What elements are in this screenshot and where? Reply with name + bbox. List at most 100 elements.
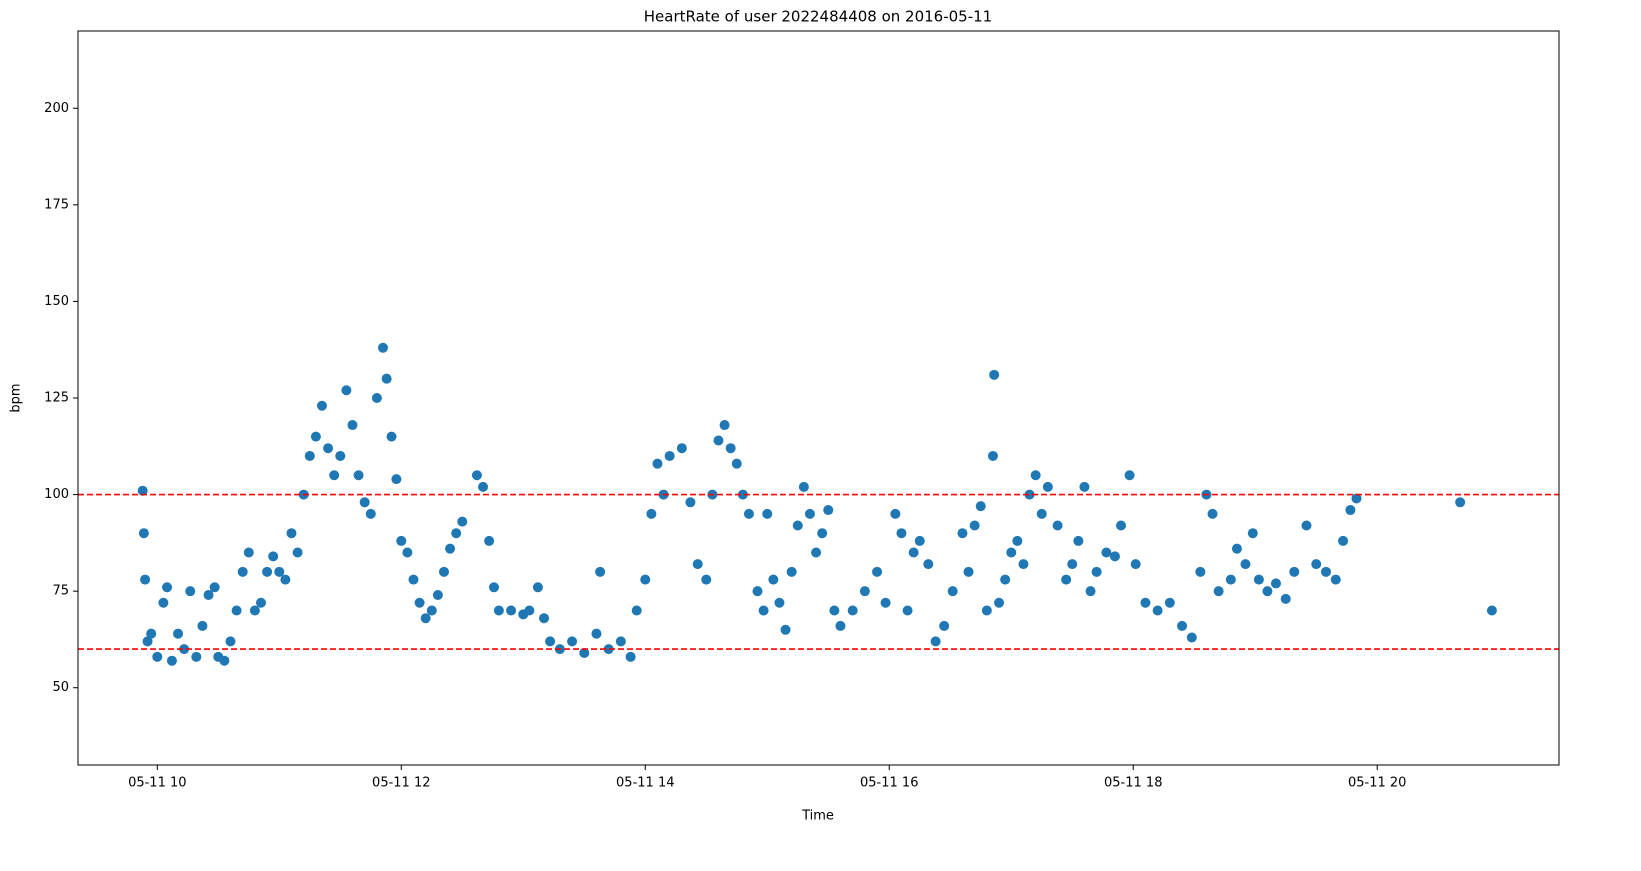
y-tick-label: 200 [44,101,69,116]
point [1000,574,1011,585]
point [1231,543,1242,554]
point [1177,620,1188,631]
point [471,470,482,481]
point [386,431,397,442]
point [752,586,763,597]
point [457,516,468,527]
point [402,547,413,558]
point [166,655,177,666]
point [896,528,907,539]
point [701,574,712,585]
point [1152,605,1163,616]
point [872,566,883,577]
point [438,566,449,577]
point [685,497,696,508]
point [484,535,495,546]
point [1164,597,1175,608]
point [426,605,437,616]
point [179,644,190,655]
point [890,508,901,519]
point [146,628,157,639]
point [152,651,163,662]
point [335,450,346,461]
point [137,485,148,496]
point [280,574,291,585]
point [725,443,736,454]
point [676,443,687,454]
point [963,566,974,577]
point [987,450,998,461]
point [1073,535,1084,546]
point [774,597,785,608]
point [341,385,352,396]
point [758,605,769,616]
point [1116,520,1127,531]
point [414,597,425,608]
point [255,597,266,608]
point [804,508,815,519]
point [478,481,489,492]
point [506,605,517,616]
point [1006,547,1017,558]
point [371,393,382,403]
point [798,481,809,492]
point [493,605,504,616]
point [377,342,388,353]
point [1247,528,1258,539]
point [353,470,364,481]
point [1486,605,1497,616]
point [567,636,578,647]
y-tick-label: 175 [44,197,69,212]
point [304,450,315,461]
point [1042,481,1053,492]
point [203,590,214,601]
point [1124,470,1135,481]
point [1085,586,1096,597]
point [274,566,285,577]
point [1024,489,1035,500]
point [142,636,153,647]
point [1320,566,1331,577]
point [762,508,773,519]
point [1067,559,1078,570]
point [625,651,636,662]
point [811,547,822,558]
point [930,636,941,647]
point [957,528,968,539]
x-tick-label: 05-11 16 [860,776,918,791]
point [347,420,358,431]
point [1207,508,1218,519]
point [914,535,925,546]
point [713,435,724,446]
point [173,628,184,639]
y-tick-label: 100 [44,487,69,502]
point [451,528,462,539]
point [185,586,196,597]
point [316,400,327,411]
point [249,605,260,616]
point [969,520,980,531]
point [1195,566,1206,577]
point [158,597,169,608]
y-tick-label: 50 [52,680,69,695]
point [310,431,321,442]
point [1052,520,1063,531]
point [817,528,828,539]
point [396,535,407,546]
point [908,547,919,558]
point [1091,566,1102,577]
point [532,582,543,593]
point [432,590,443,601]
point [692,559,703,570]
point [1345,505,1356,516]
point [237,566,248,577]
point [646,508,657,519]
x-tick-label: 05-11 18 [1104,776,1162,791]
point [595,566,606,577]
point [1109,551,1120,562]
point [631,605,642,616]
point [225,636,236,647]
point [365,508,376,519]
y-tick-label: 75 [52,584,69,599]
point [1130,559,1141,570]
